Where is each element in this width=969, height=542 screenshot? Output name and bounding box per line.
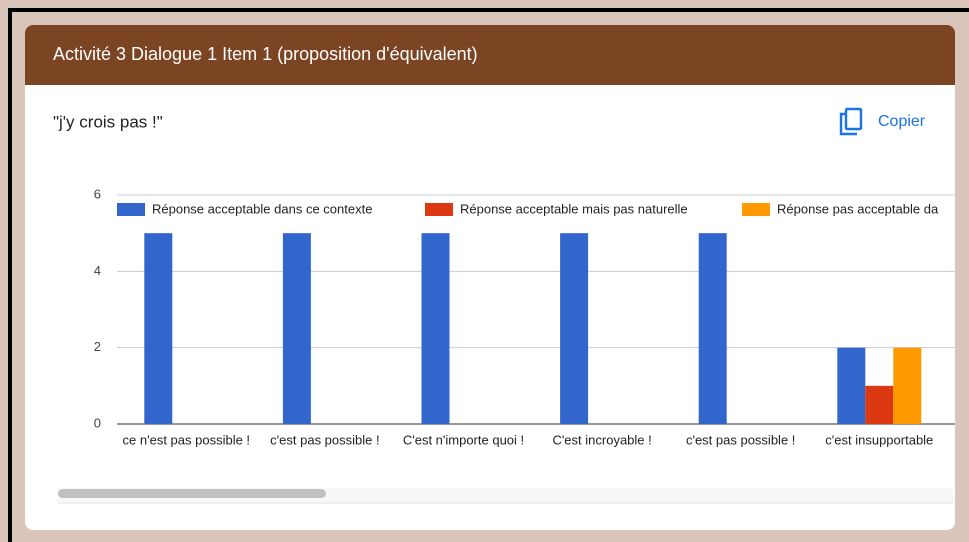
legend-label: Réponse pas acceptable da xyxy=(777,201,939,216)
x-tick-label: c'est insupportable xyxy=(825,432,933,447)
y-tick-label: 4 xyxy=(94,263,101,278)
y-tick-label: 0 xyxy=(94,415,101,430)
card-header xyxy=(25,25,955,85)
x-tick-label: c'est pas possible ! xyxy=(686,432,795,447)
x-tick-label: C'est n'importe quoi ! xyxy=(403,432,524,447)
copy-icon xyxy=(844,107,863,131)
y-tick-label: 2 xyxy=(94,339,101,354)
scrollbar-thumb[interactable] xyxy=(58,489,326,498)
copy-label[interactable]: Copier xyxy=(878,113,926,130)
bar xyxy=(421,233,450,424)
frame xyxy=(8,8,969,542)
bar xyxy=(837,347,866,424)
legend-swatch xyxy=(742,203,770,216)
bar xyxy=(893,347,922,424)
bar xyxy=(698,233,727,424)
card-title: Activité 3 Dialogue 1 Item 1 (propositio… xyxy=(53,44,478,64)
copy-icon xyxy=(839,112,857,136)
bar xyxy=(560,233,589,424)
question: "j'y crois pas !" xyxy=(53,112,163,131)
x-tick-label: ce n'est pas possible ! xyxy=(123,432,251,447)
x-tick-label: C'est incroyable ! xyxy=(552,432,651,447)
bar xyxy=(865,385,894,424)
legend-label: Réponse acceptable mais pas naturelle xyxy=(460,201,688,216)
chart: 0 2 4 6 Réponse acceptable dans ce contexte R… xyxy=(94,186,955,447)
copy-button[interactable]: Copier xyxy=(839,107,926,136)
x-tick-label: c'est pas possible ! xyxy=(270,432,379,447)
legend-swatch xyxy=(117,203,145,216)
y-tick-label: 6 xyxy=(94,186,101,201)
legend-swatch xyxy=(425,203,453,216)
legend-label: Réponse acceptable dans ce contexte xyxy=(152,201,372,216)
bar xyxy=(144,233,173,424)
bar xyxy=(282,233,311,424)
